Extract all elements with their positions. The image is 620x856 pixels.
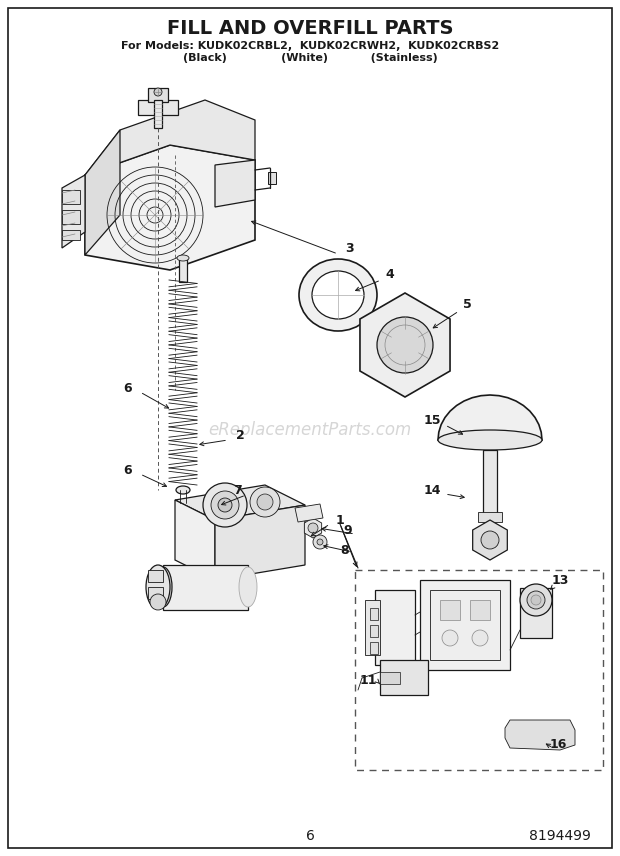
Circle shape: [203, 483, 247, 527]
Bar: [62, 210, 80, 224]
Text: 13: 13: [551, 574, 569, 586]
Ellipse shape: [438, 430, 542, 450]
Circle shape: [531, 595, 541, 605]
Bar: [380, 660, 428, 695]
Text: 8194499: 8194499: [529, 829, 591, 843]
Circle shape: [308, 523, 318, 533]
Polygon shape: [438, 395, 542, 440]
Polygon shape: [85, 130, 120, 255]
Bar: [370, 642, 378, 654]
Ellipse shape: [146, 565, 170, 609]
Bar: [478, 512, 502, 522]
Bar: [148, 587, 163, 599]
Ellipse shape: [299, 259, 377, 331]
Circle shape: [313, 535, 327, 549]
Polygon shape: [85, 100, 255, 175]
Text: 11: 11: [359, 674, 377, 687]
Text: 4: 4: [386, 269, 394, 282]
Text: 6: 6: [123, 463, 132, 477]
Bar: [440, 600, 460, 620]
Circle shape: [211, 491, 239, 519]
Text: 3: 3: [346, 241, 354, 254]
Bar: [154, 100, 162, 128]
Bar: [62, 230, 80, 240]
Ellipse shape: [312, 271, 364, 319]
Bar: [179, 258, 187, 282]
Circle shape: [520, 584, 552, 616]
Bar: [365, 600, 380, 655]
Circle shape: [150, 594, 166, 610]
Text: 6: 6: [306, 829, 314, 843]
Ellipse shape: [177, 255, 189, 261]
Text: eReplacementParts.com: eReplacementParts.com: [208, 421, 412, 439]
Polygon shape: [472, 520, 507, 560]
Bar: [370, 625, 378, 637]
Polygon shape: [215, 505, 305, 580]
Text: (Black)              (White)           (Stainless): (Black) (White) (Stainless): [183, 53, 437, 63]
Bar: [375, 590, 415, 665]
Bar: [163, 565, 248, 610]
Bar: [420, 580, 510, 670]
Circle shape: [250, 487, 280, 517]
Text: 8: 8: [340, 544, 349, 556]
Text: 16: 16: [549, 739, 567, 752]
Circle shape: [257, 494, 273, 510]
Text: 14: 14: [423, 484, 441, 496]
Bar: [268, 172, 276, 184]
Ellipse shape: [176, 486, 190, 494]
Ellipse shape: [239, 567, 257, 607]
Polygon shape: [304, 518, 322, 538]
Bar: [148, 88, 168, 102]
Bar: [470, 600, 490, 620]
Circle shape: [527, 591, 545, 609]
Ellipse shape: [154, 567, 172, 607]
Polygon shape: [85, 145, 255, 270]
Bar: [138, 100, 178, 115]
Text: 2: 2: [236, 429, 244, 442]
Bar: [148, 570, 163, 582]
Polygon shape: [295, 504, 323, 522]
Text: 7: 7: [234, 484, 242, 496]
Bar: [430, 590, 500, 660]
Text: FILL AND OVERFILL PARTS: FILL AND OVERFILL PARTS: [167, 19, 453, 38]
Text: 9: 9: [343, 524, 352, 537]
Circle shape: [481, 531, 499, 549]
Polygon shape: [215, 160, 255, 207]
Polygon shape: [175, 500, 215, 580]
Bar: [355, 570, 603, 770]
Text: 6: 6: [123, 382, 132, 395]
Polygon shape: [360, 293, 450, 397]
Text: 15: 15: [423, 413, 441, 426]
Bar: [380, 672, 400, 684]
Circle shape: [317, 539, 323, 545]
Polygon shape: [175, 485, 305, 520]
Circle shape: [218, 498, 232, 512]
Text: 5: 5: [463, 299, 471, 312]
Circle shape: [377, 317, 433, 373]
Bar: [483, 450, 497, 515]
Text: 1: 1: [335, 514, 344, 526]
Bar: [370, 608, 378, 620]
Text: For Models: KUDK02CRBL2,  KUDK02CRWH2,  KUDK02CRBS2: For Models: KUDK02CRBL2, KUDK02CRWH2, KU…: [121, 41, 499, 51]
Bar: [62, 190, 80, 204]
Circle shape: [154, 88, 162, 96]
Polygon shape: [62, 175, 85, 248]
Polygon shape: [505, 720, 575, 750]
Bar: [520, 588, 552, 638]
Circle shape: [472, 630, 488, 646]
Circle shape: [442, 630, 458, 646]
